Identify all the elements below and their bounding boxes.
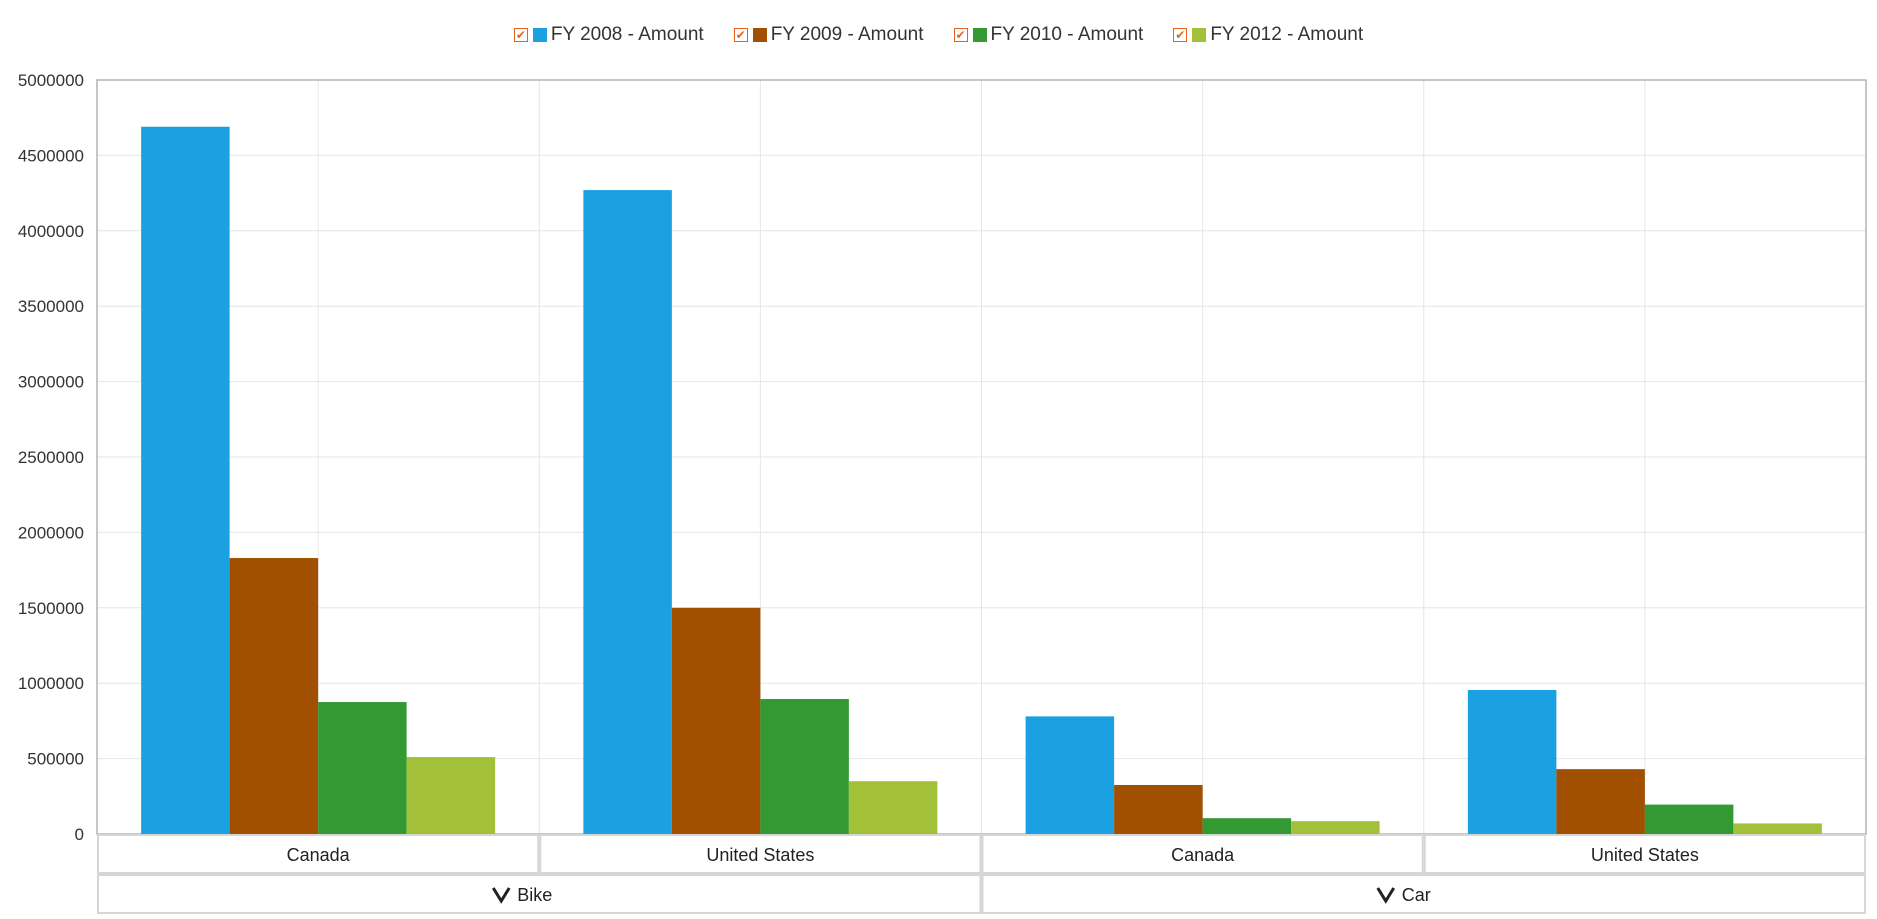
legend-label: FY 2012 - Amount — [1210, 24, 1364, 45]
chevron-down-icon[interactable] — [491, 887, 511, 904]
bar — [1291, 821, 1380, 834]
legend-swatch — [972, 28, 987, 42]
category-cell — [97, 834, 540, 874]
legend-label: FY 2009 - Amount — [770, 24, 924, 45]
legend-item[interactable]: ✔ FY 2012 - Amount — [1173, 24, 1363, 46]
legend-label: FY 2010 - Amount — [990, 24, 1144, 45]
bar — [229, 558, 319, 834]
group-cell[interactable] — [97, 874, 982, 914]
y-tick-label: 3500000 — [18, 297, 84, 316]
legend-item[interactable]: ✔ FY 2009 - Amount — [733, 24, 924, 46]
y-tick-label: 1500000 — [18, 599, 84, 618]
group-label: Car — [1402, 885, 1431, 905]
legend-swatch — [752, 28, 767, 42]
bar — [1467, 689, 1557, 834]
x-tick-label: United States — [706, 845, 814, 865]
legend-item[interactable]: ✔ FY 2010 - Amount — [953, 24, 1144, 46]
y-tick-label: 4000000 — [18, 222, 84, 241]
bar — [1114, 784, 1203, 834]
x-tick-label: Canada — [287, 845, 351, 865]
y-tick-label: 2500000 — [18, 448, 84, 467]
y-tick-label: 2000000 — [18, 523, 84, 542]
bar — [671, 607, 761, 834]
bar — [1556, 769, 1645, 834]
bar — [1644, 804, 1734, 834]
bar — [406, 757, 496, 834]
y-tick-label: 4500000 — [18, 146, 84, 165]
y-tick-label: 3000000 — [18, 373, 84, 392]
bar — [1025, 716, 1115, 834]
bar — [318, 702, 407, 834]
bar — [848, 781, 938, 834]
checkbox-icon[interactable]: ✔ — [1173, 28, 1188, 42]
group-cell[interactable] — [981, 874, 1866, 914]
category-cell — [981, 834, 1424, 874]
bar — [1733, 823, 1822, 834]
chevron-down-icon[interactable] — [1376, 887, 1396, 904]
category-cell — [1423, 834, 1866, 874]
bar — [583, 190, 672, 835]
legend-item[interactable]: ✔ FY 2008 - Amount — [513, 24, 704, 46]
checkbox-icon[interactable]: ✔ — [953, 28, 968, 42]
bar — [760, 699, 849, 834]
checkbox-icon[interactable]: ✔ — [513, 28, 528, 42]
bar — [1202, 818, 1292, 834]
x-tick-label: United States — [1591, 845, 1699, 865]
y-tick-label: 5000000 — [18, 71, 84, 90]
y-tick-label: 1000000 — [18, 674, 84, 693]
legend-swatch — [1192, 28, 1207, 42]
checkbox-icon[interactable]: ✔ — [733, 28, 748, 42]
legend-swatch — [532, 28, 547, 42]
bar — [141, 126, 230, 835]
x-tick-label: Canada — [1171, 845, 1235, 865]
legend-label: FY 2008 - Amount — [550, 24, 704, 45]
legend: ✔ FY 2008 - Amount ✔ FY 2009 - Amount ✔ FY 20… — [0, 20, 1877, 50]
group-label: Bike — [517, 885, 552, 905]
y-tick-label: 500000 — [27, 750, 84, 769]
y-tick-label: 0 — [75, 825, 84, 844]
category-cell — [539, 834, 982, 874]
